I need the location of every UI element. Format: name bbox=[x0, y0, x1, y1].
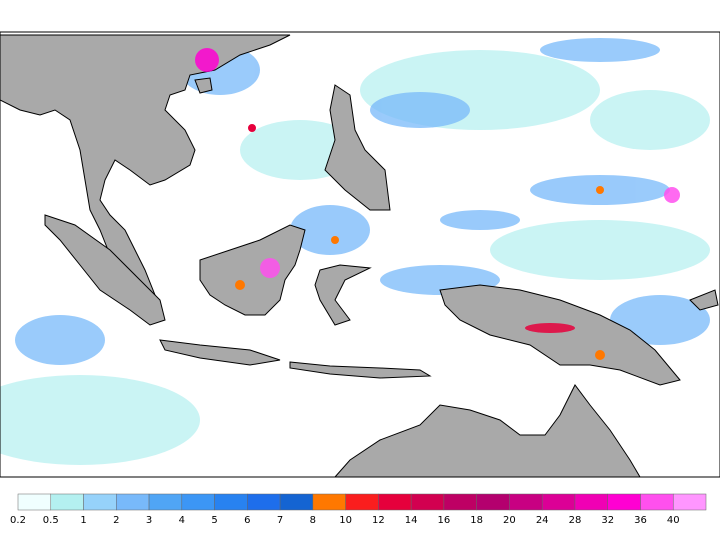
colorbar-swatch bbox=[509, 493, 543, 511]
colorbar-swatch bbox=[378, 493, 412, 511]
colorbar-label: 40 bbox=[667, 515, 680, 526]
colorbar-label: 0.5 bbox=[43, 515, 59, 526]
precip-light bbox=[0, 50, 710, 465]
new-guinea bbox=[439, 284, 681, 386]
colorbar-label: 16 bbox=[438, 515, 451, 526]
sumatra bbox=[44, 214, 166, 326]
colorbar-label: 36 bbox=[634, 515, 647, 526]
colorbar-label: 0.2 bbox=[10, 515, 26, 526]
colorbar-swatch bbox=[345, 493, 379, 511]
new-britain bbox=[689, 289, 719, 311]
australia bbox=[333, 384, 641, 478]
borneo bbox=[199, 224, 306, 316]
sulawesi bbox=[314, 264, 372, 326]
colorbar-label: 2 bbox=[113, 515, 119, 526]
colorbar-swatch bbox=[312, 493, 346, 511]
colorbar-label: 14 bbox=[405, 515, 418, 526]
colorbar-swatch bbox=[607, 493, 641, 511]
colorbar-swatch bbox=[279, 493, 314, 511]
colorbar-swatch bbox=[443, 493, 477, 511]
colorbar-label: 1 bbox=[80, 515, 86, 526]
colorbar-swatch bbox=[214, 493, 248, 511]
colorbar-label: 5 bbox=[211, 515, 217, 526]
lesser-sunda bbox=[289, 361, 432, 379]
colorbar-label: 24 bbox=[536, 515, 549, 526]
colorbar-label: 4 bbox=[179, 515, 185, 526]
colorbar-label: 20 bbox=[503, 515, 516, 526]
colorbar-swatch bbox=[116, 493, 150, 511]
colorbar-label: 12 bbox=[372, 515, 385, 526]
colorbar-label: 10 bbox=[339, 515, 352, 526]
colorbar-swatch bbox=[640, 493, 674, 511]
land bbox=[0, 34, 719, 478]
map-area bbox=[0, 31, 720, 478]
colorbar-swatch bbox=[83, 493, 117, 511]
colorbar-label: 8 bbox=[310, 515, 316, 526]
colorbar-swatch bbox=[148, 493, 183, 511]
colorbar-swatch bbox=[574, 493, 608, 511]
colorbar-label: 3 bbox=[146, 515, 152, 526]
hainan bbox=[194, 77, 213, 94]
colorbar-swatch bbox=[476, 493, 510, 511]
colorbar-swatch bbox=[672, 493, 707, 511]
colorbar-label: 7 bbox=[277, 515, 283, 526]
colorbar: 0.2 0.5 1 2 3 4 5 6 7 8 10 12 14 16 18 20 24 28 32 36 40 bbox=[10, 493, 707, 526]
colorbar-swatch bbox=[247, 493, 281, 511]
colorbar-label: 6 bbox=[244, 515, 250, 526]
map-frame bbox=[0, 31, 720, 478]
colorbar-swatch bbox=[17, 493, 52, 511]
colorbar-swatch bbox=[181, 493, 215, 511]
colorbar-swatch bbox=[410, 493, 445, 511]
mainland-asia bbox=[0, 34, 291, 301]
colorbar-swatch bbox=[50, 493, 84, 511]
philippines bbox=[324, 84, 391, 211]
colorbar-swatch bbox=[541, 493, 576, 511]
colorbar-label: 28 bbox=[569, 515, 582, 526]
colorbar-label: 32 bbox=[601, 515, 614, 526]
java bbox=[159, 339, 281, 366]
colorbar-label: 18 bbox=[470, 515, 483, 526]
precip-heavy bbox=[195, 48, 680, 360]
